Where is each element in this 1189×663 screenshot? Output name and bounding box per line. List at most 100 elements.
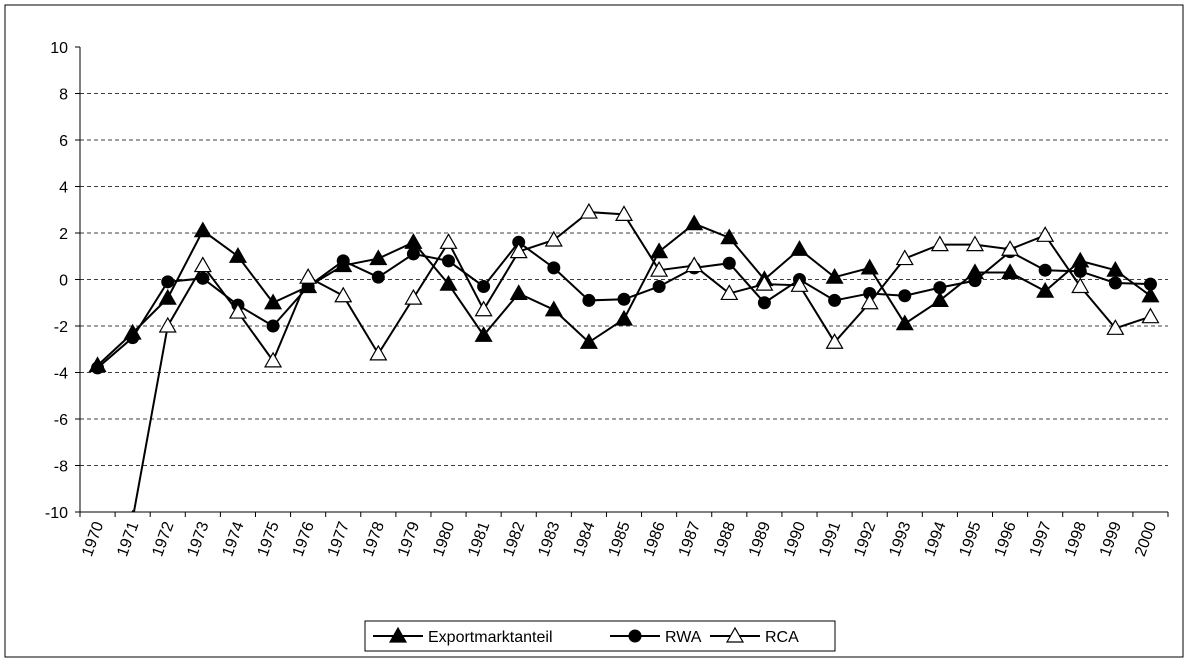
marker <box>652 279 666 293</box>
marker <box>193 221 212 238</box>
marker <box>1071 277 1090 294</box>
marker <box>509 242 528 259</box>
marker <box>544 230 563 247</box>
marker <box>474 326 493 342</box>
marker <box>404 288 423 305</box>
marker <box>755 274 774 291</box>
marker <box>336 254 350 268</box>
marker <box>442 254 456 268</box>
marker <box>266 319 280 333</box>
marker <box>91 361 105 375</box>
marker <box>196 271 210 285</box>
marker <box>614 205 634 221</box>
y-tick-label: -10 <box>45 505 68 522</box>
marker <box>406 247 420 261</box>
marker <box>579 333 598 349</box>
marker <box>369 344 388 361</box>
marker <box>228 247 247 263</box>
marker <box>895 314 914 331</box>
marker <box>334 286 353 303</box>
marker <box>1036 281 1055 298</box>
marker <box>131 509 134 512</box>
marker <box>439 233 458 249</box>
marker <box>263 293 283 310</box>
marker <box>720 228 739 245</box>
marker <box>299 267 318 284</box>
marker <box>685 256 704 273</box>
marker <box>193 256 212 273</box>
marker <box>547 261 561 275</box>
marker <box>617 292 631 306</box>
marker <box>509 284 528 301</box>
marker <box>263 351 283 368</box>
marker <box>1038 263 1052 277</box>
marker <box>930 235 949 252</box>
legend: Exportmarktanteil RWA RCA <box>364 620 836 652</box>
marker <box>650 242 669 259</box>
legend-label: RWA <box>665 629 702 646</box>
marker <box>895 249 914 266</box>
chart-frame <box>4 4 1184 658</box>
marker <box>720 284 739 301</box>
marker <box>474 300 493 317</box>
marker <box>544 300 563 317</box>
marker <box>860 258 879 275</box>
marker <box>228 302 247 319</box>
marker <box>898 289 912 303</box>
marker <box>828 293 842 307</box>
marker <box>790 276 809 292</box>
marker <box>1106 260 1125 277</box>
marker <box>512 235 526 249</box>
marker <box>685 214 704 231</box>
marker <box>790 240 809 256</box>
marker <box>825 333 844 349</box>
marker <box>722 256 736 270</box>
marker <box>1036 226 1055 242</box>
marker <box>1141 286 1160 303</box>
marker <box>965 235 985 252</box>
marker <box>1108 276 1122 290</box>
marker <box>1143 277 1157 291</box>
marker <box>582 293 596 307</box>
y-tick-label: -4 <box>54 366 68 383</box>
y-tick-label: -6 <box>54 412 68 429</box>
marker <box>158 288 177 305</box>
marker <box>1001 263 1020 280</box>
plot <box>88 202 1160 512</box>
legend-label: Exportmarktanteil <box>428 629 553 646</box>
y-tick-label: -8 <box>54 459 68 476</box>
marker <box>1001 240 1020 256</box>
marker <box>1106 319 1125 335</box>
marker <box>825 267 844 284</box>
marker <box>1141 307 1160 324</box>
y-tick-label: 8 <box>59 87 68 104</box>
y-tick-label: 6 <box>59 133 68 150</box>
marker <box>933 281 947 295</box>
marker <box>161 275 175 289</box>
y-tick-label: -2 <box>54 319 68 336</box>
marker <box>439 274 458 291</box>
marker <box>579 202 598 219</box>
marker <box>930 291 949 308</box>
marker <box>614 309 634 326</box>
y-tick-label: 0 <box>59 273 68 290</box>
grid <box>80 93 1168 466</box>
marker <box>158 316 177 333</box>
marker <box>968 274 982 288</box>
marker <box>371 270 385 284</box>
y-tick-label: 10 <box>50 40 68 57</box>
legend-marker <box>628 629 642 643</box>
marker <box>369 249 388 266</box>
y-tick-label: 2 <box>59 226 68 243</box>
legend-label: RCA <box>765 629 799 646</box>
y-tick-label: 4 <box>59 180 68 197</box>
marker <box>126 331 140 345</box>
legend-marker <box>388 626 408 643</box>
marker <box>863 286 877 300</box>
legend-marker <box>725 626 745 643</box>
marker <box>477 279 491 293</box>
marker <box>860 293 879 310</box>
marker <box>650 260 669 277</box>
marker <box>757 296 771 310</box>
